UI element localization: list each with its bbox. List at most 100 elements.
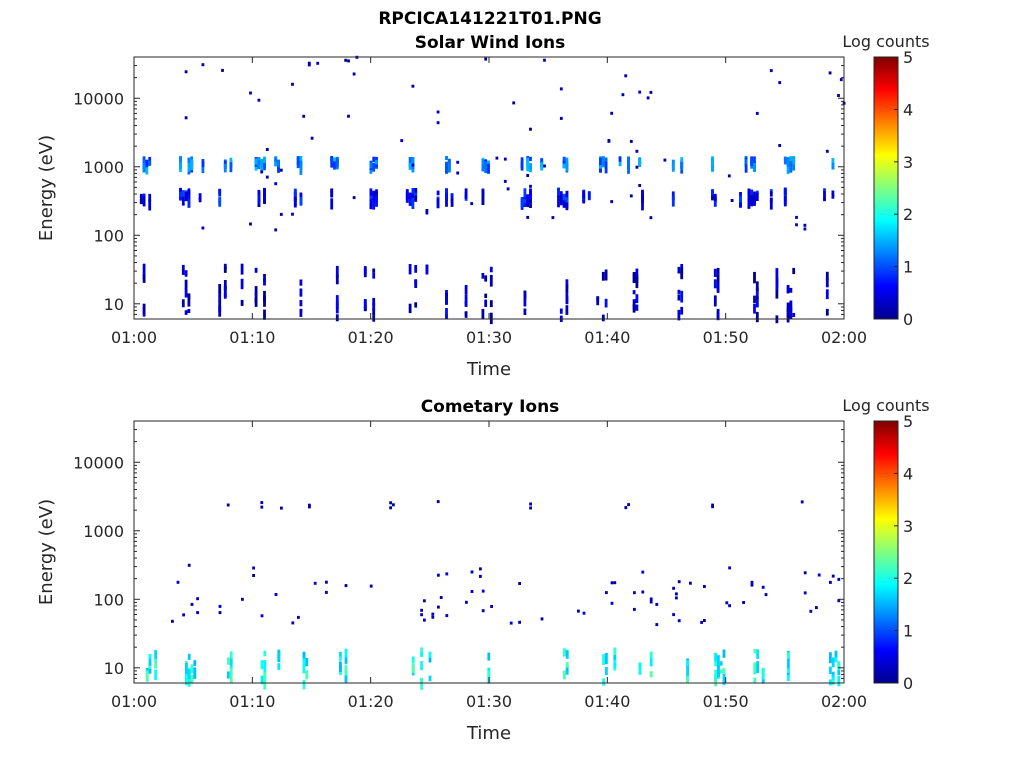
heatmap-cell <box>335 314 339 322</box>
heatmap-cell <box>344 584 348 588</box>
heatmap-cell <box>686 665 689 677</box>
heatmap-cell <box>744 162 748 173</box>
heatmap-cell <box>263 187 266 197</box>
heatmap-cell <box>831 671 835 678</box>
heatmap-cell <box>139 193 143 204</box>
heatmap-cell <box>280 506 283 510</box>
heatmap-cell <box>260 501 264 505</box>
heatmap-cell <box>437 573 440 577</box>
heatmap-cell <box>829 580 832 584</box>
heatmap-cell <box>145 667 149 674</box>
heatmap-cell <box>481 189 485 195</box>
heatmap-cell <box>596 296 600 306</box>
heatmap-cell <box>420 613 423 617</box>
heatmap-cell <box>753 662 757 673</box>
y-tick-label: 1000 <box>83 522 124 541</box>
x-tick-label: 02:00 <box>821 328 867 347</box>
heatmap-cell <box>428 651 432 658</box>
heatmap-cell <box>753 195 756 206</box>
heatmap-cell <box>761 678 765 684</box>
heatmap-cell <box>722 674 726 685</box>
heatmap-cell <box>529 502 532 506</box>
heatmap-cell <box>445 293 448 305</box>
heatmap-cell <box>635 268 639 280</box>
figure-title: RPCICA141221T01.PNG <box>378 9 601 29</box>
heatmap-cell <box>405 192 409 203</box>
heatmap-cell <box>420 608 423 612</box>
heatmap-cell <box>613 581 617 585</box>
heatmap-cell <box>753 303 756 314</box>
heatmap-cell <box>565 662 569 668</box>
heatmap-cell <box>834 650 838 658</box>
heatmap-cell <box>299 309 303 317</box>
heatmap-cell <box>831 190 835 197</box>
heatmap-cell <box>369 199 373 205</box>
cometary-colorbar-label: Log counts <box>842 396 929 415</box>
heatmap-cell <box>302 679 306 690</box>
heatmap-cell <box>185 662 188 674</box>
heatmap-cell <box>722 668 726 674</box>
heatmap-cell <box>277 160 280 168</box>
heatmap-cell <box>142 274 146 283</box>
heatmap-cell <box>389 501 392 505</box>
x-tick-label: 01:30 <box>466 328 512 347</box>
heatmap-cell <box>154 669 157 681</box>
colorbar-tick-label: 2 <box>903 205 913 224</box>
heatmap-cell <box>703 619 706 622</box>
heatmap-cell <box>557 195 560 208</box>
heatmap-cell <box>526 158 530 169</box>
x-tick-label: 02:00 <box>821 692 867 711</box>
heatmap-cell <box>181 299 185 308</box>
heatmap-cell <box>562 193 566 201</box>
heatmap-cell <box>181 190 185 197</box>
heatmap-cell <box>445 199 448 207</box>
heatmap-cell <box>481 159 485 165</box>
heatmap-cell <box>717 655 720 667</box>
heatmap-cell <box>487 670 491 679</box>
heatmap-cell <box>713 295 717 307</box>
heatmap-cell <box>400 139 404 143</box>
heatmap-cell <box>464 285 468 295</box>
heatmap-cell <box>713 193 717 201</box>
heatmap-cell <box>263 309 266 320</box>
heatmap-cell <box>277 652 281 660</box>
heatmap-cell <box>428 656 432 663</box>
heatmap-cell <box>484 57 488 61</box>
heatmap-cell <box>787 674 790 682</box>
heatmap-cell <box>837 661 841 671</box>
x-tick-label: 01:40 <box>584 328 630 347</box>
heatmap-cell <box>265 148 269 151</box>
heatmap-cell <box>229 651 233 663</box>
heatmap-cell <box>249 222 252 226</box>
heatmap-cell <box>179 191 182 198</box>
heatmap-cell <box>223 267 227 273</box>
heatmap-cell <box>344 656 348 664</box>
heatmap-cell <box>190 668 194 674</box>
solar-wind-ylabel: Energy (eV) <box>36 135 57 241</box>
cometary-heatmap <box>145 500 841 690</box>
heatmap-cell <box>520 157 524 169</box>
heatmap-cell <box>185 674 188 686</box>
heatmap-cell <box>263 198 266 204</box>
heatmap-cell <box>787 658 790 669</box>
heatmap-cell <box>786 285 790 293</box>
heatmap-cell <box>302 114 306 118</box>
heatmap-cell <box>703 585 706 588</box>
heatmap-cell <box>750 189 754 197</box>
heatmap-cell <box>411 188 415 196</box>
heatmap-cell <box>728 566 731 570</box>
heatmap-cell <box>680 306 684 315</box>
heatmap-cell <box>562 156 566 163</box>
solar-wind-colorbar-frame <box>873 56 899 320</box>
heatmap-cell <box>523 294 527 307</box>
heatmap-cell <box>503 157 507 161</box>
heatmap-cell <box>187 295 191 307</box>
heatmap-cell <box>154 650 157 661</box>
heatmap-cell <box>142 263 146 274</box>
heatmap-cell <box>369 195 373 200</box>
heatmap-cell <box>750 583 754 587</box>
heatmap-cell <box>229 658 233 666</box>
heatmap-cell <box>672 586 675 590</box>
heatmap-cell <box>363 299 367 310</box>
heatmap-cell <box>302 664 306 674</box>
